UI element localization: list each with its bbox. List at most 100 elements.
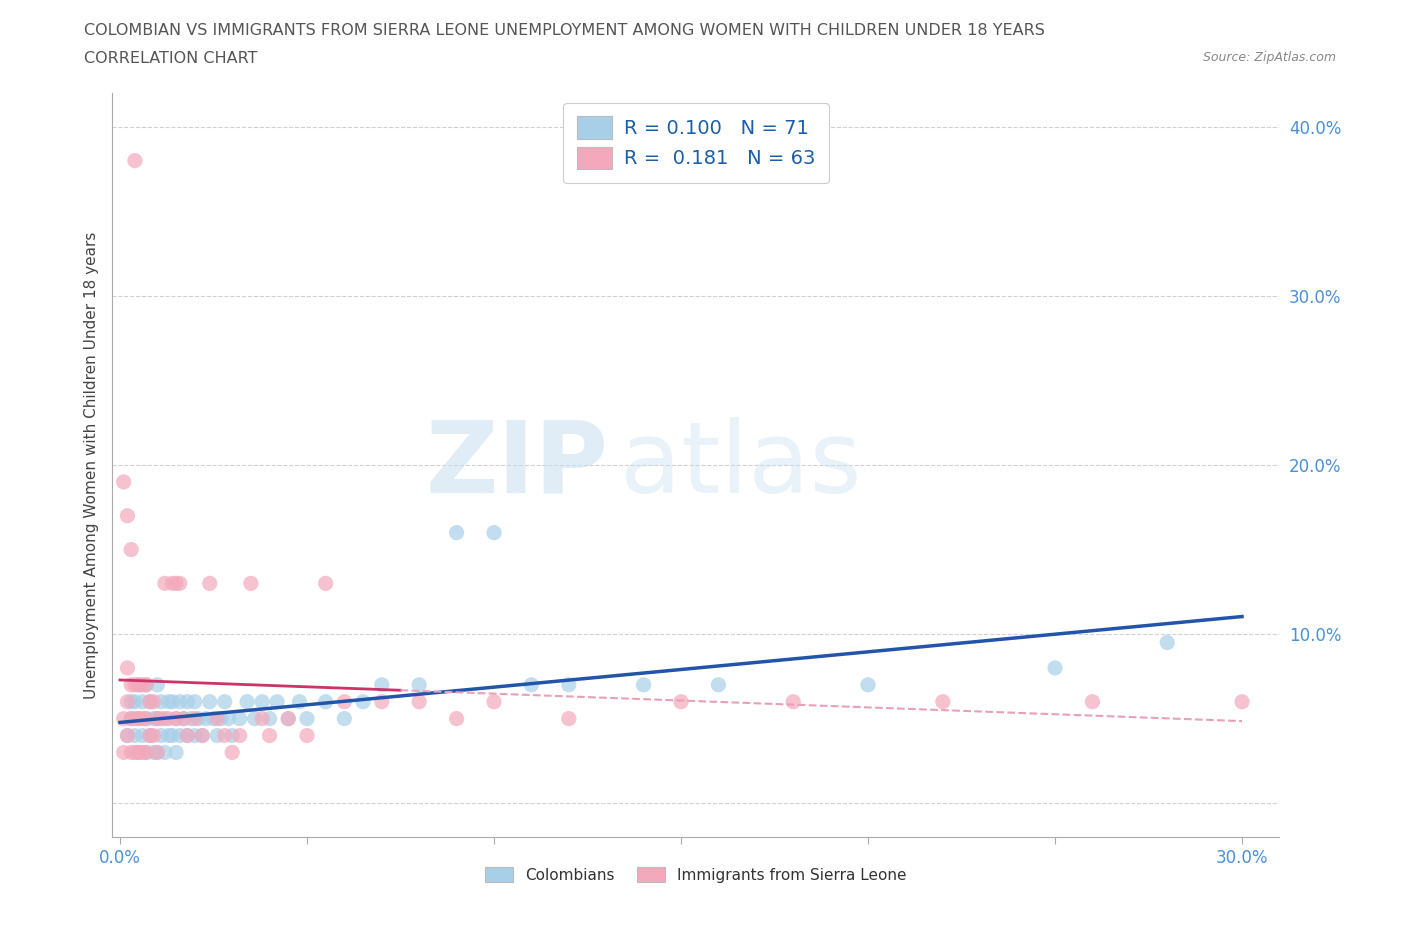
Point: [266, 695, 288, 710]
Point: [176, 695, 198, 710]
Point: [180, 711, 202, 726]
Point: [142, 695, 165, 710]
Point: [558, 711, 581, 726]
Point: [139, 728, 162, 743]
Point: [1081, 695, 1104, 710]
Point: [228, 728, 250, 743]
Point: [131, 695, 153, 710]
Point: [131, 677, 153, 692]
Point: [176, 728, 198, 743]
Point: [139, 728, 162, 743]
Point: [135, 677, 157, 692]
Point: [157, 695, 180, 710]
Point: [558, 677, 581, 692]
Point: [139, 695, 162, 710]
Point: [205, 728, 228, 743]
Point: [250, 695, 273, 710]
Point: [135, 711, 157, 726]
Point: [315, 576, 337, 591]
Point: [214, 728, 236, 743]
Point: [165, 711, 187, 726]
Point: [131, 711, 153, 726]
Text: ZIP: ZIP: [426, 417, 609, 513]
Point: [117, 728, 139, 743]
Point: [146, 745, 169, 760]
Point: [135, 745, 157, 760]
Point: [217, 711, 239, 726]
Point: [243, 711, 266, 726]
Point: [142, 745, 165, 760]
Point: [669, 695, 692, 710]
Point: [157, 711, 180, 726]
Point: [169, 695, 191, 710]
Point: [150, 711, 173, 726]
Point: [191, 728, 214, 743]
Point: [150, 695, 173, 710]
Point: [187, 711, 209, 726]
Point: [128, 677, 150, 692]
Point: [352, 695, 374, 710]
Point: [117, 660, 139, 675]
Point: [165, 711, 187, 726]
Point: [371, 695, 394, 710]
Point: [131, 728, 153, 743]
Point: [124, 677, 146, 692]
Point: [1043, 660, 1066, 675]
Point: [120, 542, 142, 557]
Point: [173, 711, 195, 726]
Point: [198, 695, 221, 710]
Point: [446, 525, 468, 540]
Point: [153, 576, 176, 591]
Point: [124, 695, 146, 710]
Point: [239, 576, 262, 591]
Point: [782, 695, 804, 710]
Point: [277, 711, 299, 726]
Point: [195, 711, 218, 726]
Point: [128, 745, 150, 760]
Point: [184, 711, 207, 726]
Point: [150, 728, 173, 743]
Point: [214, 695, 236, 710]
Point: [162, 576, 184, 591]
Point: [131, 745, 153, 760]
Point: [142, 711, 165, 726]
Point: [162, 695, 184, 710]
Text: CORRELATION CHART: CORRELATION CHART: [84, 51, 257, 66]
Point: [146, 745, 169, 760]
Point: [169, 728, 191, 743]
Point: [288, 695, 311, 710]
Point: [173, 711, 195, 726]
Point: [209, 711, 232, 726]
Point: [120, 711, 142, 726]
Point: [112, 745, 135, 760]
Point: [146, 677, 169, 692]
Point: [124, 711, 146, 726]
Point: [277, 711, 299, 726]
Point: [120, 745, 142, 760]
Point: [408, 695, 430, 710]
Point: [520, 677, 543, 692]
Legend: Colombians, Immigrants from Sierra Leone: Colombians, Immigrants from Sierra Leone: [479, 860, 912, 889]
Point: [117, 695, 139, 710]
Y-axis label: Unemployment Among Women with Children Under 18 years: Unemployment Among Women with Children U…: [83, 232, 98, 698]
Point: [191, 728, 214, 743]
Text: COLOMBIAN VS IMMIGRANTS FROM SIERRA LEONE UNEMPLOYMENT AMONG WOMEN WITH CHILDREN: COLOMBIAN VS IMMIGRANTS FROM SIERRA LEON…: [84, 23, 1045, 38]
Point: [1156, 635, 1178, 650]
Point: [165, 576, 187, 591]
Point: [707, 677, 730, 692]
Point: [128, 745, 150, 760]
Point: [117, 509, 139, 524]
Point: [153, 711, 176, 726]
Point: [184, 728, 207, 743]
Point: [135, 711, 157, 726]
Point: [408, 677, 430, 692]
Point: [135, 677, 157, 692]
Point: [1230, 695, 1253, 710]
Point: [128, 711, 150, 726]
Text: atlas: atlas: [620, 417, 862, 513]
Point: [153, 745, 176, 760]
Point: [932, 695, 955, 710]
Point: [120, 695, 142, 710]
Point: [139, 695, 162, 710]
Point: [124, 728, 146, 743]
